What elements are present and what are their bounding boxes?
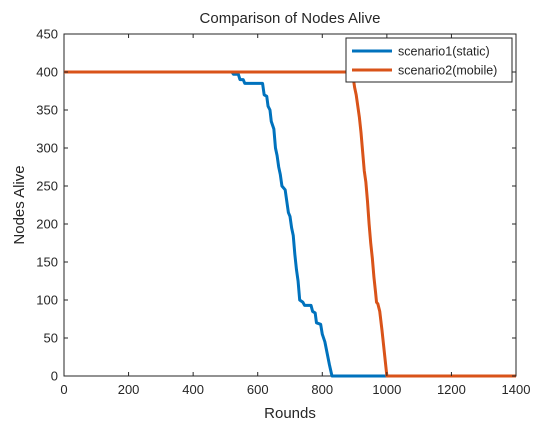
x-tick-label: 1400 bbox=[502, 382, 531, 397]
x-tick-label: 800 bbox=[311, 382, 333, 397]
x-tick-label: 0 bbox=[60, 382, 67, 397]
y-tick-label: 400 bbox=[36, 65, 58, 80]
series-line-1 bbox=[64, 70, 516, 378]
x-tick-label: 400 bbox=[182, 382, 204, 397]
y-tick-label: 200 bbox=[36, 217, 58, 232]
y-axis-ticks: 0 50 100 150 200 250 300 350 400 450 bbox=[36, 27, 516, 384]
y-tick-label: 0 bbox=[51, 369, 58, 384]
y-tick-label: 50 bbox=[44, 331, 58, 346]
legend-box bbox=[345, 37, 513, 83]
legend-label-1: scenario1(static) bbox=[398, 45, 490, 59]
y-tick-label: 350 bbox=[36, 103, 58, 118]
x-tick-label: 1000 bbox=[372, 382, 401, 397]
x-tick-label: 200 bbox=[118, 382, 140, 397]
series-layer bbox=[64, 70, 516, 378]
y-axis-label: Nodes Alive bbox=[11, 165, 28, 244]
x-axis-label: Rounds bbox=[264, 405, 316, 422]
y-tick-label: 450 bbox=[36, 27, 58, 42]
legend: scenario1(static) scenario2(mobile) bbox=[345, 37, 513, 83]
x-tick-label: 600 bbox=[247, 382, 269, 397]
x-axis-ticks: 0 200 400 600 800 1000 1200 1400 bbox=[60, 34, 530, 397]
y-tick-label: 250 bbox=[36, 179, 58, 194]
x-tick-label: 1200 bbox=[437, 382, 466, 397]
legend-label-2: scenario2(mobile) bbox=[398, 64, 497, 78]
series-line-2 bbox=[64, 70, 516, 378]
y-tick-label: 300 bbox=[36, 141, 58, 156]
chart-title: Comparison of Nodes Alive bbox=[200, 10, 381, 27]
plot-area bbox=[63, 33, 517, 377]
y-tick-label: 100 bbox=[36, 293, 58, 308]
y-tick-label: 150 bbox=[36, 255, 58, 270]
